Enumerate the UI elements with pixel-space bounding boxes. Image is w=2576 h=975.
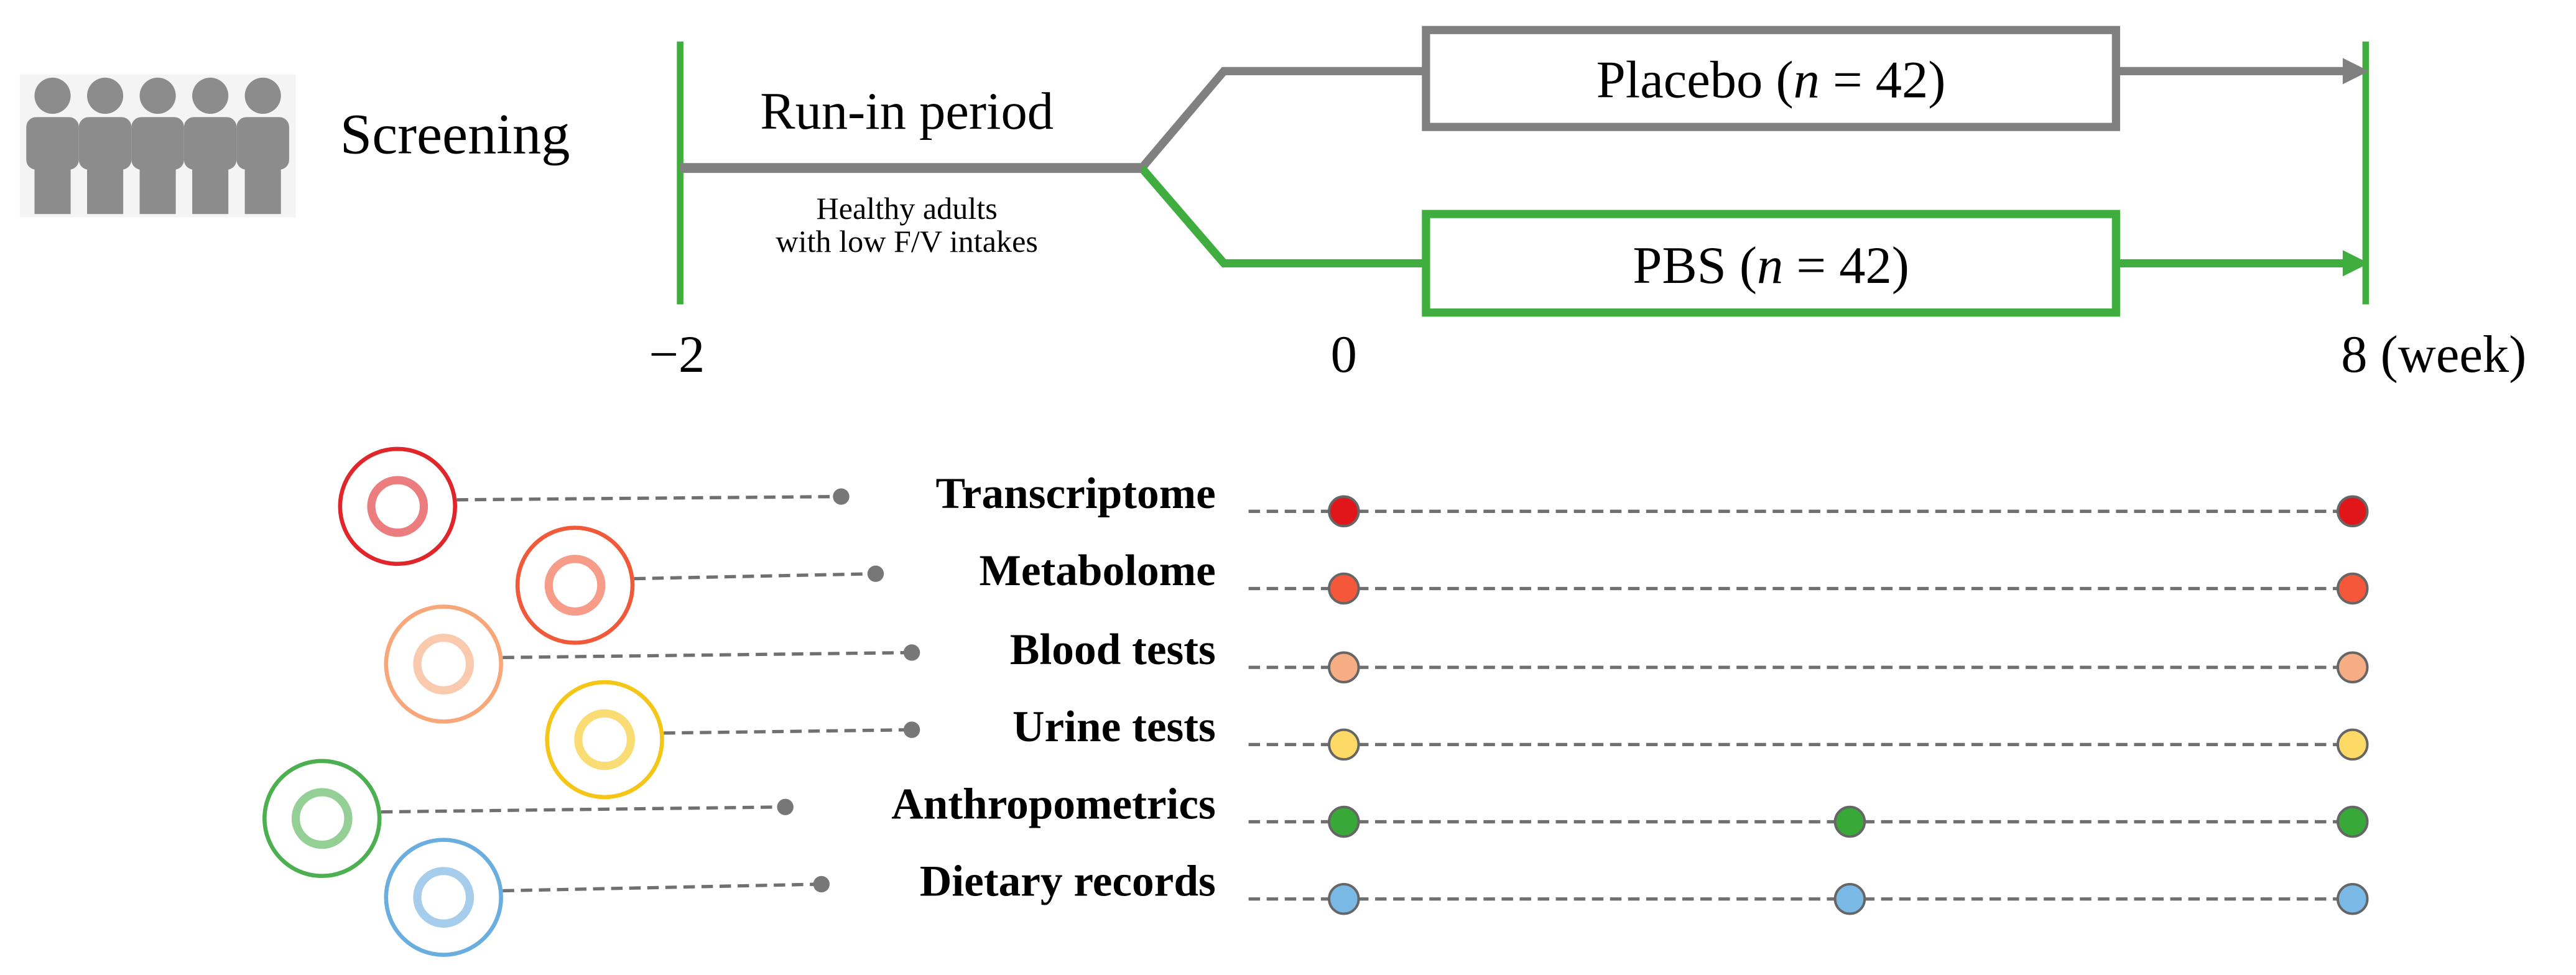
placebo-box	[1422, 25, 2120, 131]
pbs-label: PBS (n = 42)	[1633, 237, 1909, 295]
icon-glyph	[291, 788, 353, 849]
timepoint	[1833, 882, 1866, 915]
connector-dot	[903, 721, 920, 738]
pbs-path	[1138, 165, 1426, 268]
timepoint	[2336, 728, 2369, 761]
arm-text: n	[1757, 237, 1783, 295]
run-in-note: with low F/V intakes	[776, 224, 1038, 259]
timepoint	[1833, 805, 1866, 838]
icon-ring	[384, 604, 503, 724]
time-label: 8 (week)	[2341, 326, 2526, 384]
timepoint	[1328, 572, 1360, 605]
icon-glyph	[574, 709, 635, 770]
timepoint	[1328, 651, 1360, 684]
icon-ring	[338, 446, 458, 566]
row-label: Metabolome	[980, 546, 1216, 595]
screening-label: Screening	[340, 102, 570, 165]
icon-ring	[545, 680, 664, 800]
pbs-box	[1422, 210, 2120, 317]
timepoint	[2336, 651, 2369, 684]
connector-dot	[903, 644, 920, 661]
placebo-label: Placebo (n = 42)	[1596, 52, 1946, 109]
timepoint	[2336, 495, 2369, 528]
icon-ring	[515, 525, 635, 645]
connector	[456, 494, 841, 502]
timepoint	[1328, 728, 1360, 761]
arrow-head	[2342, 250, 2370, 277]
icon-ring	[262, 759, 382, 879]
timepoint	[1328, 805, 1360, 838]
timepoint	[2336, 805, 2369, 838]
time-label: 0	[1331, 326, 1357, 384]
connector-dot	[813, 876, 830, 893]
icon-glyph	[413, 634, 475, 695]
connector-dot	[833, 488, 850, 505]
time-label: −2	[649, 326, 705, 384]
icon-ring	[384, 838, 503, 957]
icon-glyph	[367, 476, 429, 537]
connector-dot	[867, 565, 884, 582]
arm-text: = 42)	[1783, 237, 1909, 295]
row-label: Dietary records	[920, 856, 1216, 905]
timepoint	[1328, 495, 1360, 528]
arrow-head	[2342, 58, 2370, 85]
icon-glyph	[544, 555, 606, 616]
row-label: Transcriptome	[936, 469, 1216, 518]
icon-glyph	[413, 867, 475, 928]
connector	[634, 572, 876, 581]
arm-text: PBS (	[1633, 237, 1757, 295]
row-label: Blood tests	[1010, 625, 1216, 674]
arm-text: = 42)	[1820, 52, 1946, 109]
connector	[503, 650, 912, 660]
people-icon	[19, 74, 296, 218]
arm-text: n	[1794, 52, 1820, 109]
connector	[664, 728, 912, 735]
connector-dot	[777, 798, 794, 815]
run-in-title: Run-in period	[760, 83, 1054, 141]
arm-text: Placebo (	[1596, 52, 1794, 109]
measurement-rows: Transcriptome Metabolome Blood tests Urine …	[262, 446, 2369, 957]
connector	[381, 805, 785, 814]
timepoint	[1328, 882, 1360, 915]
row-label: Urine tests	[1012, 702, 1216, 751]
row-label: Anthropometrics	[891, 779, 1216, 828]
timepoint	[2336, 882, 2369, 915]
run-in-note: Healthy adults	[816, 191, 997, 226]
timepoint	[2336, 572, 2369, 605]
connector	[503, 882, 822, 893]
